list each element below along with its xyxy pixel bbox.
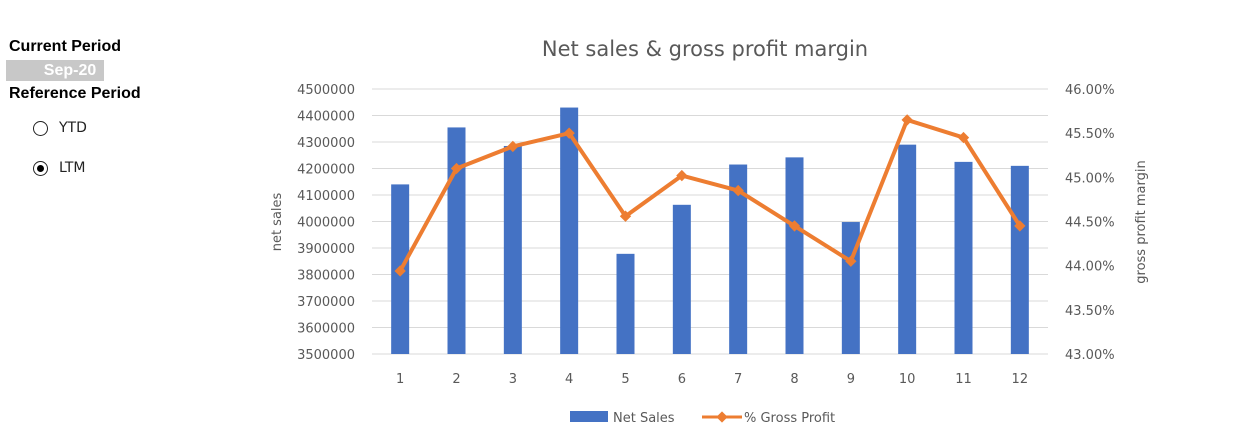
left-tick-label: 4400000 xyxy=(297,110,355,125)
bar-net-sales xyxy=(785,157,804,354)
marker-gross-profit xyxy=(450,162,463,175)
legend-label-net-sales: Net Sales xyxy=(613,411,675,426)
x-tick-label: 11 xyxy=(955,372,972,387)
reference-period-label: Reference Period xyxy=(9,85,141,102)
left-tick-label: 4500000 xyxy=(297,83,355,98)
net-sales-bars xyxy=(391,107,1029,354)
gridlines xyxy=(372,88,1048,355)
x-tick-label: 6 xyxy=(678,372,686,387)
legend-label-gross-profit: % Gross Profit xyxy=(744,411,835,426)
x-tick-label: 4 xyxy=(565,372,573,387)
marker-gross-profit xyxy=(845,255,857,267)
right-tick-label: 45.00% xyxy=(1065,171,1115,186)
radio-button-ytd[interactable] xyxy=(33,120,48,136)
right-tick-label: 43.50% xyxy=(1065,304,1115,319)
left-tick-label: 3900000 xyxy=(297,242,355,257)
current-period-label: Current Period xyxy=(9,38,122,55)
bar-net-sales xyxy=(898,144,917,354)
radio-label-ltm: LTM xyxy=(59,160,86,176)
current-period-value[interactable]: Sep-20 xyxy=(6,60,104,81)
left-tick-label: 3800000 xyxy=(297,269,355,284)
x-tick-label: 5 xyxy=(621,372,629,387)
gross-profit-line xyxy=(394,114,1026,277)
marker-gross-profit xyxy=(507,140,519,153)
marker-gross-profit xyxy=(676,169,688,182)
radio-button-ltm[interactable] xyxy=(33,160,48,176)
right-tick-label: 44.00% xyxy=(1065,260,1115,275)
control-panel: Current Period Sep-20 Reference Period Y… xyxy=(0,0,230,441)
bar-net-sales xyxy=(1010,165,1029,354)
radio-option-ytd[interactable]: YTD xyxy=(33,118,87,138)
x-tick-label: 2 xyxy=(452,372,460,387)
right-tick-label: 46.00% xyxy=(1065,83,1115,98)
left-tick-label: 3700000 xyxy=(297,295,355,310)
marker-gross-profit xyxy=(563,127,575,139)
right-axis-label: gross profit margin xyxy=(1134,160,1149,283)
left-tick-label: 4100000 xyxy=(297,189,355,204)
left-tick-label: 4300000 xyxy=(297,136,355,151)
marker-gross-profit xyxy=(619,210,632,222)
marker-gross-profit xyxy=(957,131,970,144)
legend-swatch-marker xyxy=(716,411,728,423)
left-axis-label: net sales xyxy=(270,192,285,251)
marker-gross-profit xyxy=(1014,220,1026,232)
bar-net-sales xyxy=(729,164,748,354)
x-tick-label: 1 xyxy=(396,372,404,387)
x-axis-ticks: 1 2 3 4 5 6 7 8 9 10 11 12 xyxy=(396,372,1028,387)
bar-net-sales xyxy=(560,107,579,354)
bar-net-sales xyxy=(672,204,691,354)
left-tick-label: 4000000 xyxy=(297,216,355,231)
left-axis-ticks: 3500000 3600000 3700000 3800000 3900000 40000… xyxy=(297,83,355,363)
left-tick-label: 3500000 xyxy=(297,348,355,363)
right-axis-ticks: 43.00% 43.50% 44.00% 44.50% 45.00% 45.50% 46.0… xyxy=(1065,83,1115,363)
left-tick-label: 4200000 xyxy=(297,163,355,178)
marker-gross-profit xyxy=(732,184,744,197)
x-tick-label: 9 xyxy=(847,372,855,387)
legend: Net Sales % Gross Profit xyxy=(570,411,835,426)
x-tick-label: 3 xyxy=(509,372,517,387)
bar-net-sales xyxy=(447,127,466,354)
right-tick-label: 43.00% xyxy=(1065,348,1115,363)
right-tick-label: 44.50% xyxy=(1065,216,1115,231)
x-tick-label: 7 xyxy=(734,372,742,387)
bar-net-sales xyxy=(954,161,973,354)
legend-swatch-net-sales xyxy=(570,411,608,422)
x-tick-label: 12 xyxy=(1012,372,1029,387)
line-gross-profit xyxy=(398,117,1022,273)
marker-gross-profit xyxy=(788,220,801,232)
radio-label-ytd: YTD xyxy=(59,120,87,136)
x-tick-label: 10 xyxy=(899,372,916,387)
marker-gross-profit xyxy=(394,265,406,277)
bar-net-sales xyxy=(616,253,635,354)
chart-title: Net sales & gross profit margin xyxy=(542,37,868,61)
radio-option-ltm[interactable]: LTM xyxy=(33,158,86,178)
left-tick-label: 3600000 xyxy=(297,322,355,337)
x-tick-label: 8 xyxy=(790,372,798,387)
bar-net-sales xyxy=(503,145,522,354)
right-tick-label: 45.50% xyxy=(1065,127,1115,142)
